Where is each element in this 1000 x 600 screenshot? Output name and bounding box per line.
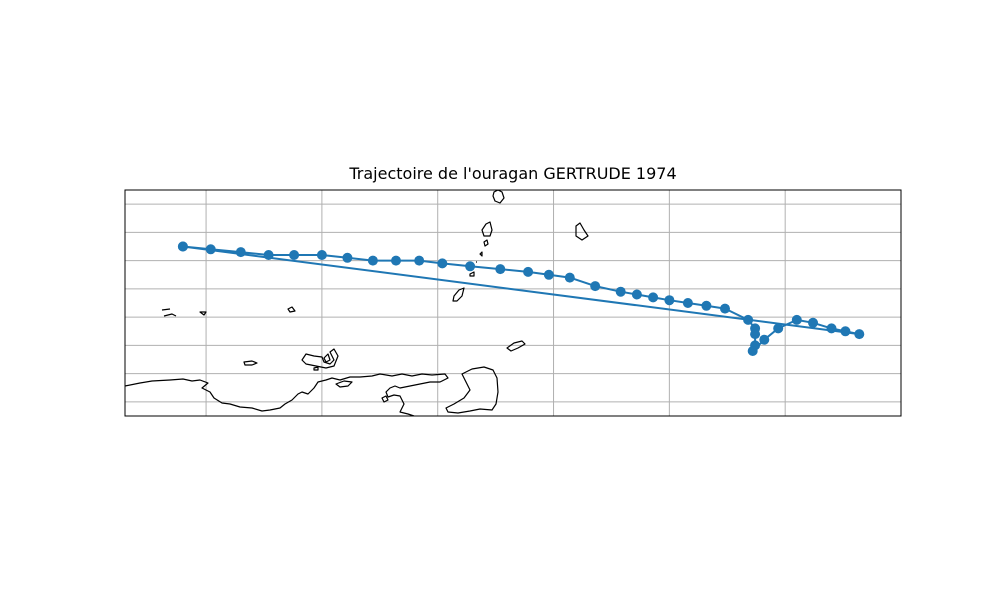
coastline-curacao (323, 353, 331, 363)
track-point (750, 329, 761, 340)
coastline-islet-west-1 (161, 308, 177, 317)
coastline-venezuela (125, 373, 449, 416)
coastline-martinique (481, 221, 493, 237)
track-point (414, 255, 425, 266)
track-point (664, 295, 675, 306)
track-point (564, 272, 575, 283)
hurricane-track (177, 241, 865, 356)
track-point (808, 317, 818, 328)
coastline-islet-south (381, 395, 389, 403)
track-point (391, 255, 401, 266)
track-point (367, 255, 378, 266)
coastline-st-vincent (479, 251, 483, 257)
track-point (854, 329, 865, 340)
track-point (720, 303, 730, 314)
track-point (437, 258, 448, 269)
map-frame (124, 189, 902, 417)
track-point (316, 250, 327, 260)
gridlines (125, 190, 901, 416)
track-point (495, 264, 506, 275)
track-point (465, 261, 476, 272)
track-point (747, 346, 758, 356)
track-point (263, 250, 274, 260)
track-point (743, 314, 754, 325)
coastline-islet-west-3 (287, 306, 296, 313)
coastlines (125, 190, 589, 416)
track-point (773, 323, 784, 334)
track-point (759, 334, 770, 345)
track-point (615, 286, 626, 297)
coastline-aruba (313, 366, 319, 371)
coastline-barbados (575, 222, 589, 241)
coastline-islet-west-2 (199, 311, 207, 316)
coastline-trinidad (445, 366, 499, 414)
coastline-paraguana (301, 348, 339, 369)
track-point (342, 252, 353, 263)
map-title: Trajectoire de l'ouragan GERTRUDE 1974 (349, 164, 677, 183)
track-point (289, 250, 300, 260)
track-point (631, 289, 642, 300)
map-background (125, 190, 901, 416)
track-point (701, 300, 712, 311)
coastline-tobago (506, 340, 526, 352)
coastline-st-lucia (483, 239, 489, 247)
track-point (523, 266, 534, 277)
coastline-grenada (469, 271, 475, 277)
track-point (235, 247, 246, 258)
track-point (682, 298, 693, 308)
track-point (826, 323, 837, 334)
track-point (543, 269, 554, 280)
track-point (205, 244, 216, 255)
track-point (840, 326, 851, 337)
coastline-bonaire (243, 360, 258, 366)
coastline-margarita (335, 380, 353, 388)
track-point (177, 241, 188, 252)
track-point (648, 292, 659, 303)
track-point (791, 314, 802, 325)
coastline-northeast-island (452, 287, 465, 302)
track-point (590, 281, 601, 292)
